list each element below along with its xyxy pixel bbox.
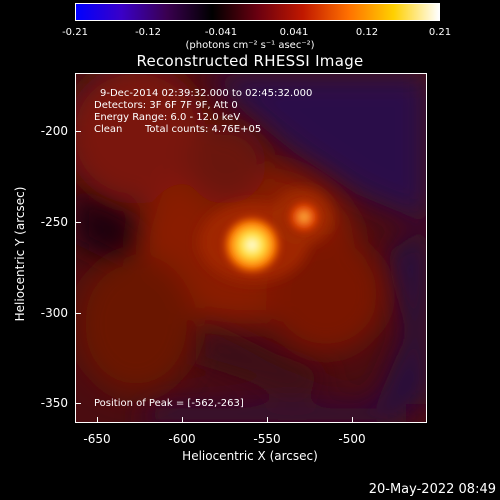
- flare-cores: [220, 197, 324, 277]
- colorbar-units: (photons cm⁻² s⁻¹ asec⁻²): [185, 40, 315, 51]
- y-tick-mark: [75, 313, 81, 314]
- colorbar-tick: 0.041: [279, 27, 309, 38]
- info-peak-position: Position of Peak = [-562,-263]: [94, 398, 244, 409]
- x-tick-mark: [97, 417, 98, 423]
- y-tick-mark: [75, 403, 81, 404]
- info-total-counts: Total counts: 4.76E+05: [145, 124, 262, 135]
- info-clean-label: Clean: [94, 124, 123, 135]
- x-tick-mark: [267, 417, 268, 423]
- colorbar-tick: -0.21: [62, 27, 88, 38]
- y-tick-mark: [75, 131, 81, 132]
- plot-title: Reconstructed RHESSI Image: [136, 52, 364, 70]
- colorbar-tick: 0.12: [355, 27, 379, 38]
- y-tick-mark: [75, 222, 81, 223]
- x-tick-label: -500: [338, 432, 366, 446]
- x-tick-label: -650: [83, 432, 111, 446]
- y-tick-label: -200: [40, 124, 68, 138]
- colorbar: [75, 3, 440, 21]
- x-tick-mark: [182, 417, 183, 423]
- x-tick-label: -550: [253, 432, 281, 446]
- info-detectors: Detectors: 3F 6F 7F 9F, Att 0: [94, 100, 238, 111]
- timestamp: 20-May-2022 08:49: [368, 482, 496, 497]
- x-tick-mark: [352, 417, 353, 423]
- x-tick-label: -600: [168, 432, 196, 446]
- colorbar-tick: -0.041: [204, 27, 238, 38]
- info-energy-range: Energy Range: 6.0 - 12.0 keV: [94, 112, 241, 123]
- x-axis-label: Heliocentric X (arcsec): [182, 449, 318, 463]
- info-time-range: 9-Dec-2014 02:39:32.000 to 02:45:32.000: [100, 88, 313, 99]
- image-canvas: [76, 74, 426, 422]
- colorbar-tick: 0.21: [428, 27, 452, 38]
- colorbar-tick: -0.12: [135, 27, 161, 38]
- y-tick-label: -350: [40, 396, 68, 410]
- y-tick-label: -300: [40, 306, 68, 320]
- rhessi-image: [75, 73, 427, 423]
- y-axis-label: Heliocentric Y (arcsec): [13, 186, 27, 322]
- y-tick-label: -250: [40, 215, 68, 229]
